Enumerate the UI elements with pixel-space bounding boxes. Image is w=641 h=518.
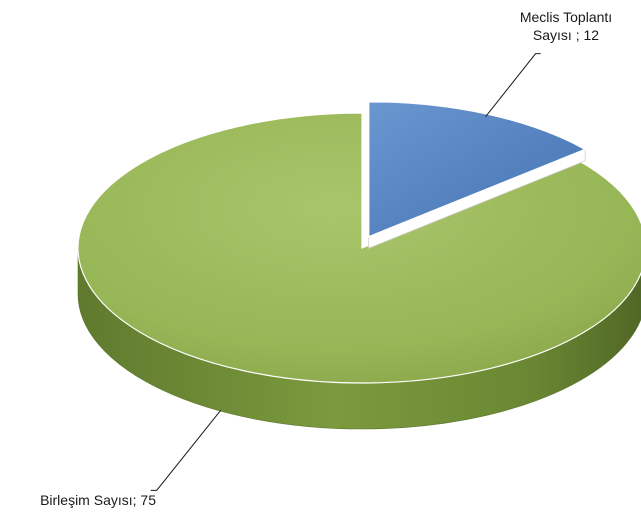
leader-line-birlesim bbox=[150, 410, 222, 491]
label-birlesim: Birleşim Sayısı; 75 bbox=[40, 492, 156, 508]
pie-layer bbox=[77, 101, 641, 430]
slice-birlesim bbox=[77, 112, 641, 384]
label-meclis: Meclis Toplantı Sayısı ; 12 bbox=[520, 9, 612, 43]
label-layer: Meclis Toplantı Sayısı ; 12 Birleşim Sayıs… bbox=[40, 9, 612, 508]
leader-line-meclis bbox=[485, 53, 541, 117]
